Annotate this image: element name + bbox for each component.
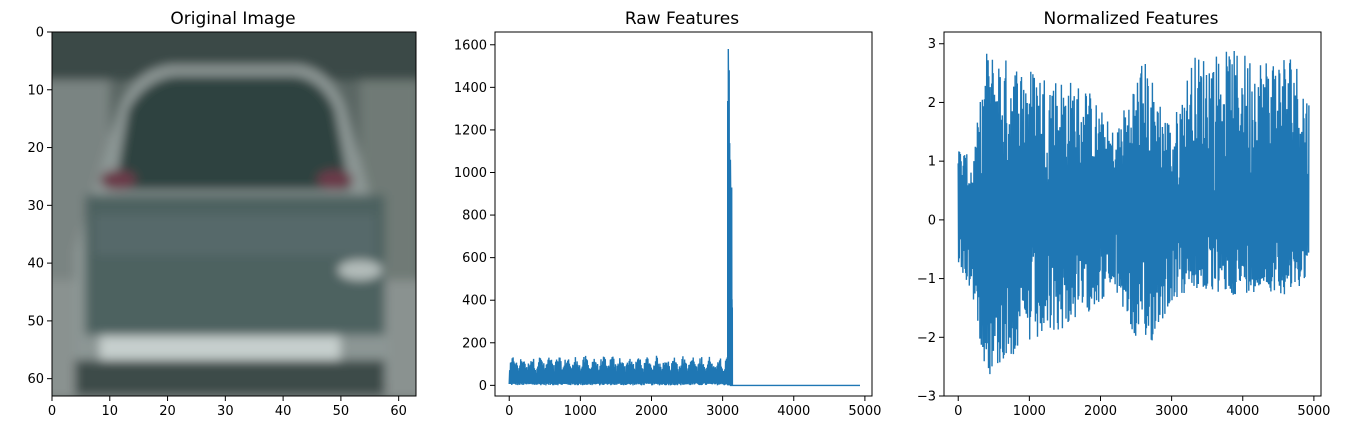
title-normalized-features: Normalized Features [1044, 9, 1219, 29]
y-tick-label: 1000 [454, 166, 487, 181]
y-tick-label: 1600 [454, 38, 487, 53]
title-raw-features: Raw Features [625, 9, 739, 29]
y-tick-label: 200 [462, 336, 487, 351]
y-tick-label: 20 [27, 141, 44, 156]
panel-normalized-features: Normalized Features 0 1000 2000 3000 4000 500… [917, 9, 1331, 419]
x-tick-label: 2000 [1084, 404, 1117, 419]
y-tick-label: 1200 [454, 123, 487, 138]
title-original-image: Original Image [170, 9, 295, 29]
ticks-image: 0 10 20 30 40 50 60 0 10 20 30 40 50 60 [27, 26, 406, 420]
axes-frame-normalized [943, 31, 1322, 397]
y-tick-label: 60 [27, 372, 44, 387]
y-tick-label: 1 [928, 155, 936, 170]
x-tick-label: 2000 [635, 404, 668, 419]
y-tick-label: −2 [917, 331, 936, 346]
x-tick-label: 3000 [1155, 404, 1188, 419]
axes-frame-image [51, 31, 417, 397]
y-tick-label: 800 [462, 209, 487, 224]
y-tick-label: −1 [917, 272, 936, 287]
x-tick-label: 60 [390, 404, 407, 419]
x-tick-label: 1000 [564, 404, 597, 419]
y-tick-label: 40 [27, 257, 44, 272]
x-tick-label: 5000 [848, 404, 881, 419]
ticks-raw: 0 1000 2000 3000 4000 5000 0 200 400 600 800 1000 12… [454, 38, 882, 419]
x-tick-label: 40 [275, 404, 292, 419]
y-tick-label: 1400 [454, 81, 487, 96]
x-tick-label: 50 [333, 404, 350, 419]
x-tick-label: 1000 [1013, 404, 1046, 419]
y-tick-label: 600 [462, 251, 487, 266]
car-image [52, 32, 416, 396]
raw-features-plot [508, 48, 860, 387]
y-tick-label: 400 [462, 294, 487, 309]
x-tick-label: 0 [954, 404, 962, 419]
x-tick-label: 0 [48, 404, 56, 419]
x-tick-label: 5000 [1297, 404, 1330, 419]
x-tick-label: 20 [159, 404, 176, 419]
x-tick-label: 10 [102, 404, 119, 419]
y-tick-label: 30 [27, 199, 44, 214]
axes-frame-raw [494, 31, 873, 397]
y-tick-label: 50 [27, 314, 44, 329]
y-tick-label: 3 [928, 37, 936, 52]
panel-raw-features: Raw Features 0 1000 2000 3000 4000 5000 0 200 40… [454, 9, 882, 419]
y-tick-label: 10 [27, 83, 44, 98]
x-tick-label: 3000 [706, 404, 739, 419]
y-tick-label: −3 [917, 390, 936, 405]
y-tick-label: 0 [479, 379, 487, 394]
normalized-features-plot [957, 50, 1310, 375]
y-tick-label: 2 [928, 96, 936, 111]
normalized-features-line [957, 50, 1310, 375]
y-tick-label: 0 [928, 213, 936, 228]
x-tick-label: 4000 [777, 404, 810, 419]
x-tick-label: 30 [217, 404, 234, 419]
raw-features-line [508, 48, 860, 387]
panel-original-image: Original Image [27, 9, 417, 420]
x-tick-label: 4000 [1226, 404, 1259, 419]
x-tick-label: 0 [505, 404, 513, 419]
y-tick-label: 0 [36, 26, 44, 41]
ticks-normalized: 0 1000 2000 3000 4000 5000 −3 −2 −1 0 1 2 3 [917, 37, 1331, 419]
